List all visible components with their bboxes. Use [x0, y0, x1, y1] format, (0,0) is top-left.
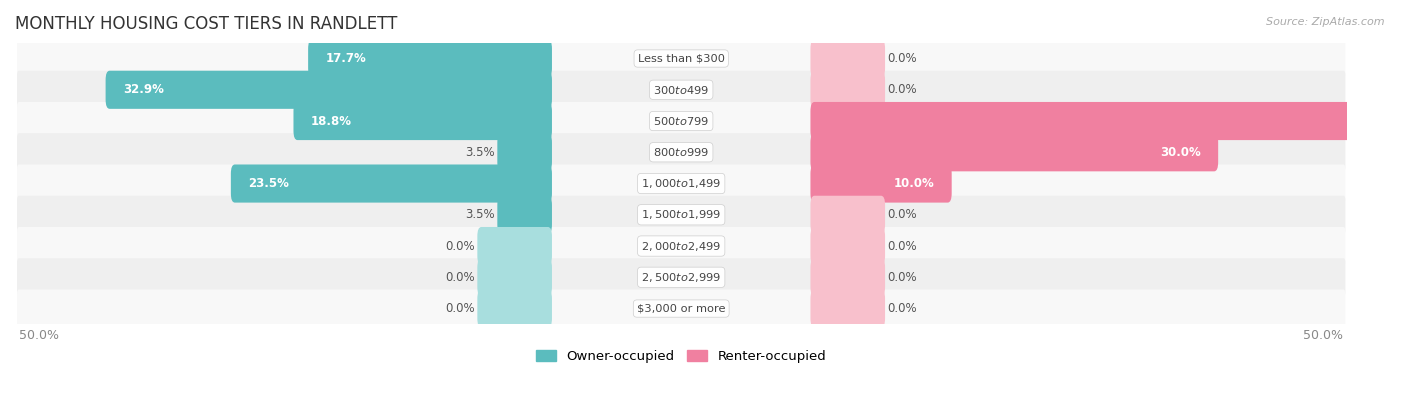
Text: $2,000 to $2,499: $2,000 to $2,499 — [641, 239, 721, 253]
FancyBboxPatch shape — [478, 258, 553, 296]
Text: 45.0%: 45.0% — [1360, 115, 1400, 127]
Text: 0.0%: 0.0% — [887, 271, 917, 284]
FancyBboxPatch shape — [17, 164, 1346, 203]
Text: 32.9%: 32.9% — [122, 83, 165, 96]
FancyBboxPatch shape — [17, 227, 1346, 265]
FancyBboxPatch shape — [17, 39, 1346, 78]
FancyBboxPatch shape — [17, 133, 1346, 171]
FancyBboxPatch shape — [810, 164, 952, 203]
Text: MONTHLY HOUSING COST TIERS IN RANDLETT: MONTHLY HOUSING COST TIERS IN RANDLETT — [15, 15, 398, 33]
FancyBboxPatch shape — [810, 196, 884, 234]
Text: $800 to $999: $800 to $999 — [654, 146, 709, 158]
FancyBboxPatch shape — [17, 102, 1346, 140]
Text: 0.0%: 0.0% — [887, 83, 917, 96]
Text: 3.5%: 3.5% — [465, 208, 495, 221]
Text: 0.0%: 0.0% — [446, 239, 475, 253]
Text: 0.0%: 0.0% — [887, 208, 917, 221]
FancyBboxPatch shape — [231, 164, 553, 203]
Text: 0.0%: 0.0% — [887, 52, 917, 65]
Text: 0.0%: 0.0% — [446, 271, 475, 284]
Text: $500 to $799: $500 to $799 — [654, 115, 709, 127]
Text: $1,000 to $1,499: $1,000 to $1,499 — [641, 177, 721, 190]
Text: 17.7%: 17.7% — [325, 52, 366, 65]
FancyBboxPatch shape — [294, 102, 553, 140]
FancyBboxPatch shape — [17, 258, 1346, 296]
Text: 3.5%: 3.5% — [465, 146, 495, 159]
Text: 50.0%: 50.0% — [20, 329, 59, 342]
Text: 0.0%: 0.0% — [887, 302, 917, 315]
FancyBboxPatch shape — [810, 258, 884, 296]
FancyBboxPatch shape — [810, 71, 884, 109]
FancyBboxPatch shape — [105, 71, 553, 109]
Text: $3,000 or more: $3,000 or more — [637, 303, 725, 314]
FancyBboxPatch shape — [810, 102, 1406, 140]
FancyBboxPatch shape — [810, 227, 884, 265]
Text: 0.0%: 0.0% — [446, 302, 475, 315]
FancyBboxPatch shape — [478, 227, 553, 265]
FancyBboxPatch shape — [478, 290, 553, 327]
FancyBboxPatch shape — [810, 290, 884, 327]
Text: 18.8%: 18.8% — [311, 115, 352, 127]
FancyBboxPatch shape — [810, 39, 884, 78]
FancyBboxPatch shape — [308, 39, 553, 78]
FancyBboxPatch shape — [17, 290, 1346, 327]
Text: 30.0%: 30.0% — [1160, 146, 1201, 159]
FancyBboxPatch shape — [498, 133, 553, 171]
FancyBboxPatch shape — [810, 133, 1218, 171]
Text: 50.0%: 50.0% — [1303, 329, 1343, 342]
FancyBboxPatch shape — [17, 71, 1346, 109]
Text: 0.0%: 0.0% — [887, 239, 917, 253]
FancyBboxPatch shape — [498, 196, 553, 234]
Text: Source: ZipAtlas.com: Source: ZipAtlas.com — [1267, 17, 1385, 27]
Text: Less than $300: Less than $300 — [638, 54, 724, 63]
Text: $2,500 to $2,999: $2,500 to $2,999 — [641, 271, 721, 284]
Legend: Owner-occupied, Renter-occupied: Owner-occupied, Renter-occupied — [530, 344, 832, 368]
FancyBboxPatch shape — [17, 196, 1346, 234]
Text: $300 to $499: $300 to $499 — [654, 84, 709, 96]
Text: 23.5%: 23.5% — [249, 177, 290, 190]
Text: 10.0%: 10.0% — [894, 177, 935, 190]
Text: $1,500 to $1,999: $1,500 to $1,999 — [641, 208, 721, 221]
